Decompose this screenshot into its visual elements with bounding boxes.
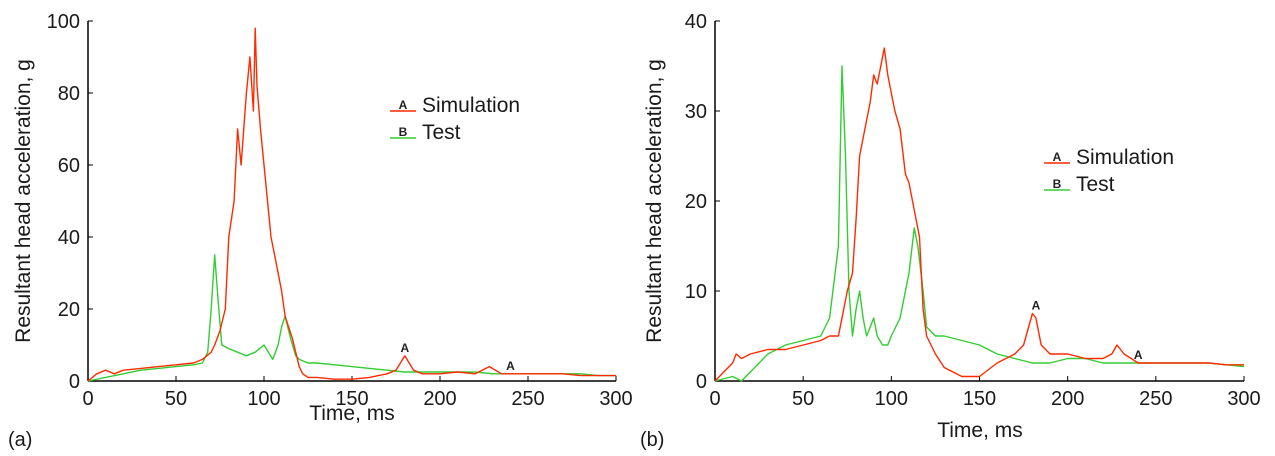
y-tick-label: 60 (58, 155, 80, 177)
legend-test-marker: B (1053, 177, 1062, 191)
y-tick-label: 80 (58, 83, 80, 105)
x-tick-label: 100 (875, 388, 908, 410)
x-axis-label: Time, ms (309, 402, 395, 425)
legend: A Simulation B Test (1044, 146, 1174, 196)
y-tick-label: 30 (685, 101, 707, 123)
x-tick-label: 0 (709, 388, 720, 410)
x-tick-label: 200 (423, 388, 456, 410)
y-tick-label: 0 (69, 371, 80, 393)
x-tick-label: 300 (1227, 388, 1260, 410)
series-line-test (87, 254, 616, 382)
y-tick-labels: 0 10 20 30 40 (685, 11, 720, 393)
x-tick-label: 100 (247, 388, 280, 410)
y-tick-label: 20 (685, 191, 707, 213)
series-layer (87, 27, 616, 382)
annotation-layer: AA (400, 341, 515, 373)
y-tick-label: 100 (47, 11, 80, 33)
x-tick-label: 150 (963, 388, 996, 410)
legend-test-label: Test (1076, 173, 1115, 196)
y-tick-label: 40 (58, 227, 80, 249)
curve-marker: A (506, 359, 515, 373)
x-tick-label: 250 (511, 388, 544, 410)
x-axis-label: Time, ms (937, 419, 1023, 442)
series-line-test (714, 65, 1245, 382)
series-line-simulation (714, 47, 1244, 382)
x-tick-label: 150 (335, 388, 368, 410)
curve-marker: A (400, 341, 409, 355)
x-tick-label: 300 (599, 388, 632, 410)
legend-test-label: Test (422, 121, 461, 144)
legend-simulation-label: Simulation (1076, 146, 1174, 169)
legend-simulation-marker: A (399, 98, 408, 112)
x-tick-label: 0 (82, 388, 93, 410)
x-tick-labels: 0 50 100 150 200 250 300 (82, 376, 633, 410)
y-tick-labels: 0 20 40 60 80 100 (47, 11, 93, 393)
legend-simulation-label: Simulation (422, 94, 520, 117)
x-tick-labels: 0 50 100 150 200 250 300 (709, 376, 1261, 410)
x-tick-label: 50 (165, 388, 187, 410)
curve-marker: A (1032, 299, 1041, 313)
y-tick-label: 0 (696, 371, 707, 393)
x-tick-label: 250 (1139, 388, 1172, 410)
y-tick-label: 20 (58, 299, 80, 321)
x-tick-label: 200 (1051, 388, 1084, 410)
annotation-layer: AA (1032, 299, 1143, 363)
series-line-simulation (87, 27, 616, 382)
panel-label: (a) (8, 429, 32, 451)
x-tick-label: 50 (792, 388, 814, 410)
panel-label: (b) (640, 429, 664, 451)
legend-test-marker: B (399, 125, 408, 139)
legend: A Simulation B Test (390, 94, 520, 144)
legend-simulation-marker: A (1053, 150, 1062, 164)
y-tick-label: 40 (685, 11, 707, 33)
y-axis-label: Resultant head acceleration, g (643, 59, 666, 343)
y-tick-label: 10 (685, 281, 707, 303)
series-layer (714, 47, 1245, 382)
curve-marker: A (1134, 348, 1143, 362)
y-axis-label: Resultant head acceleration, g (12, 59, 35, 343)
